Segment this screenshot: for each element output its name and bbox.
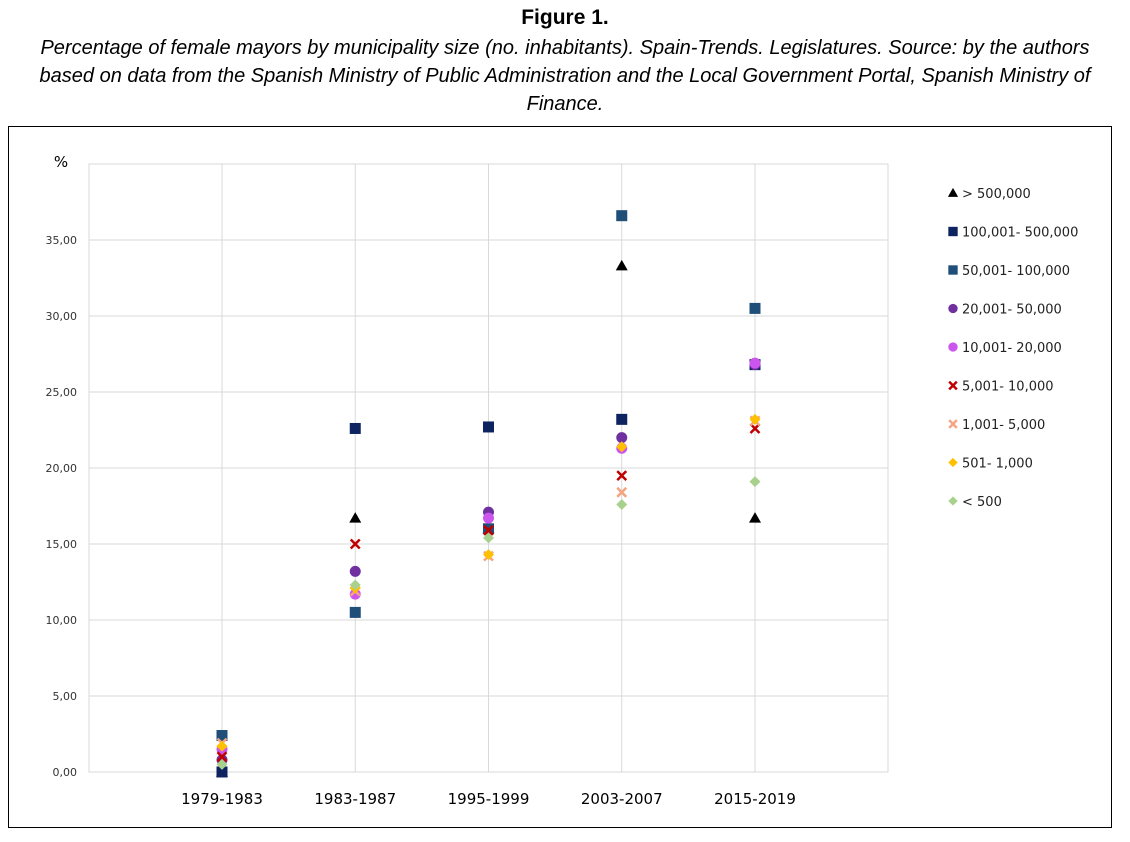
data-point (616, 210, 628, 222)
legend-label: 501- 1,000 (962, 457, 1033, 472)
y-tick-label: 25,00 (46, 386, 78, 399)
data-point (349, 565, 361, 577)
x-category-label: 1983-1987 (314, 790, 396, 808)
data-point (349, 588, 361, 600)
y-tick-label: 0,00 (53, 766, 78, 779)
x-category-label: 2003-2007 (581, 790, 663, 808)
data-point (616, 413, 628, 425)
legend-label: 1,001- 5,000 (962, 418, 1045, 433)
legend-marker (948, 496, 958, 506)
chart-frame: 0,00 5,00 10,00 15,00 20,00 25,00 30,00 35,00 19… (8, 126, 1112, 828)
data-point (749, 512, 761, 523)
data-point (616, 498, 628, 510)
legend-marker (948, 342, 958, 352)
data-point (483, 421, 494, 433)
data-point (349, 422, 361, 434)
y-tick-label: 30,00 (46, 310, 78, 323)
legend-label: 5,001- 10,000 (962, 380, 1054, 395)
y-tick-label: 20,00 (46, 462, 78, 475)
data-point (749, 302, 761, 314)
legend-label: > 500,000 (962, 187, 1031, 202)
data-point (616, 441, 628, 453)
data-point (216, 740, 228, 752)
data-point (616, 470, 628, 481)
data-point (483, 512, 494, 524)
legend-label: 20,001- 50,000 (962, 303, 1062, 318)
x-category-label: 2015-2019 (714, 790, 796, 808)
data-point (616, 432, 628, 444)
legend-label: 50,001- 100,000 (962, 264, 1070, 279)
data-point (349, 579, 361, 591)
legend-label: < 500 (962, 495, 1002, 510)
y-tick-label: 15,00 (46, 538, 78, 551)
chart: 0,00 5,00 10,00 15,00 20,00 25,00 30,00 35,00 19… (46, 153, 1079, 808)
data-point (216, 758, 228, 770)
data-point (349, 538, 361, 550)
data-point (216, 730, 228, 742)
legend-label: 100,001- 500,000 (962, 226, 1078, 241)
figure-caption: Percentage of female mayors by municipal… (39, 37, 1091, 115)
data-point (483, 549, 494, 561)
data-point (216, 751, 228, 763)
data-point (349, 606, 361, 618)
data-point (483, 524, 494, 536)
y-tick-label: 35,00 (46, 234, 78, 247)
legend-label: 10,001- 20,000 (962, 341, 1062, 356)
legend-marker (948, 457, 958, 468)
legend-marker (948, 226, 958, 237)
data-point (216, 766, 228, 778)
legend-marker (948, 419, 958, 429)
data-point (615, 259, 628, 271)
data-point (749, 476, 761, 488)
data-point (483, 532, 494, 544)
data-point (749, 413, 761, 425)
y-tick-label: 5,00 (53, 690, 78, 703)
data-point (616, 486, 628, 498)
legend-marker (948, 303, 958, 314)
legend-marker (948, 380, 958, 391)
figure-title: Figure 1. (521, 6, 609, 29)
data-point (749, 357, 761, 369)
legend-marker (947, 187, 959, 197)
data-point (349, 512, 362, 523)
legend-marker (948, 265, 958, 275)
x-category-label: 1979-1983 (181, 790, 263, 808)
y-axis-label: % (54, 153, 68, 171)
x-category-label: 1995-1999 (448, 790, 530, 808)
y-tick-label: 10,00 (46, 614, 78, 627)
